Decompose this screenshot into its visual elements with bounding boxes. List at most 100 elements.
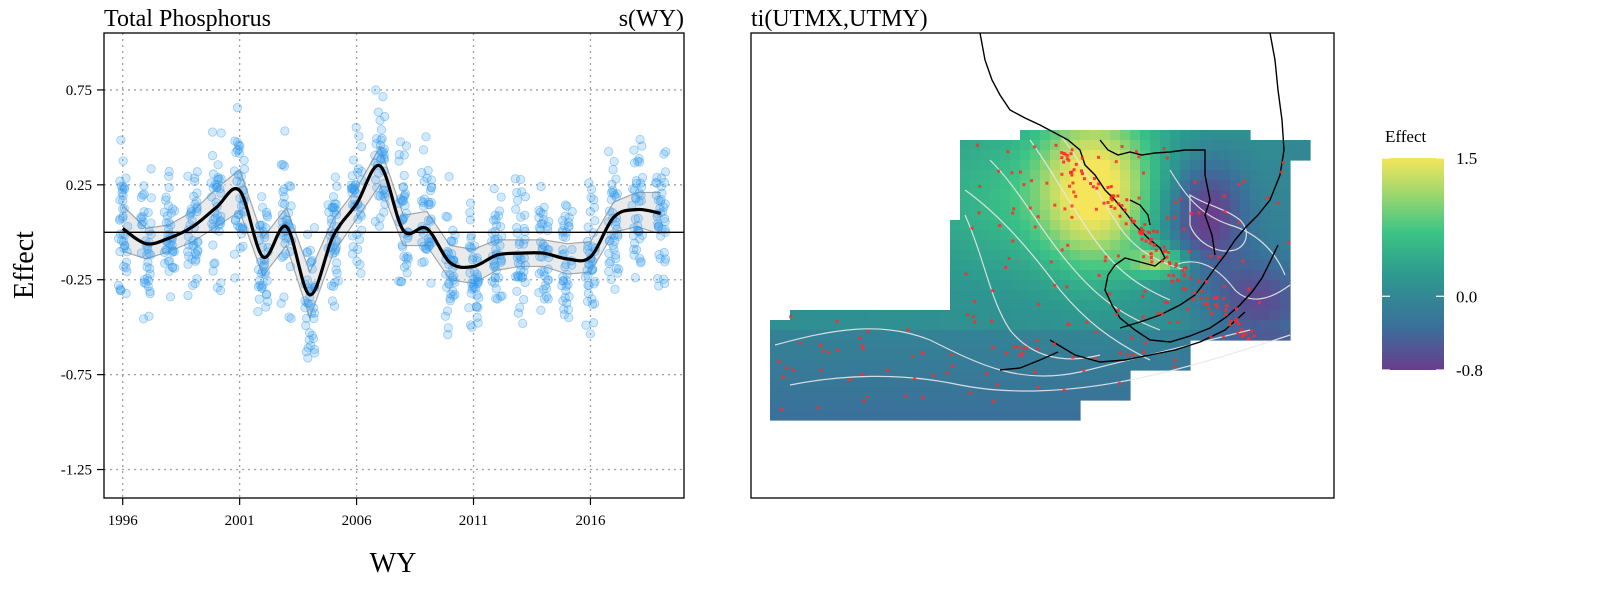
- heatmap-cell: [1180, 300, 1191, 311]
- heatmap-cell: [890, 360, 901, 371]
- residual-point: [348, 183, 358, 193]
- heatmap-cell: [1130, 270, 1141, 281]
- residual-point: [239, 164, 250, 174]
- residual-point: [329, 301, 340, 311]
- residual-point: [589, 299, 600, 309]
- heatmap-cell: [1230, 270, 1241, 281]
- heatmap-cell: [1030, 320, 1041, 331]
- heatmap-cell: [1110, 170, 1121, 181]
- legend-label: 1.5: [1456, 149, 1477, 168]
- residual-point: [354, 164, 364, 174]
- heatmap-cell: [1170, 330, 1181, 341]
- residual-point: [589, 195, 599, 205]
- residual-point: [561, 281, 571, 291]
- heatmap-cell: [1240, 280, 1251, 291]
- coastline: [979, 33, 1285, 371]
- residual-point: [262, 210, 272, 220]
- station-point: [1229, 319, 1233, 323]
- residual-point: [167, 245, 177, 255]
- residual-point: [539, 202, 549, 212]
- heatmap-cell: [1180, 200, 1191, 211]
- residual-point: [375, 191, 385, 201]
- heatmap-cell: [960, 140, 971, 151]
- residual-point: [445, 270, 455, 280]
- residual-point: [539, 215, 549, 225]
- heatmap-cell: [1190, 300, 1201, 311]
- residual-point: [283, 208, 294, 218]
- station-point: [1063, 207, 1067, 211]
- heatmap-cell: [910, 390, 921, 401]
- residual-point: [183, 290, 193, 301]
- heatmap-cell: [820, 340, 831, 351]
- heatmap-cell: [820, 400, 831, 411]
- heatmap-cell: [800, 390, 811, 401]
- residual-point: [587, 299, 598, 309]
- heatmap-cell: [1230, 300, 1241, 311]
- residual-point: [327, 218, 337, 228]
- heatmap-cell: [1170, 310, 1181, 321]
- y-tick-label: -0.75: [61, 368, 92, 384]
- residual-point: [278, 160, 288, 170]
- residual-point: [611, 192, 621, 202]
- station-point: [1053, 283, 1057, 287]
- station-point: [1089, 181, 1093, 185]
- heatmap-cell: [1040, 280, 1051, 291]
- heatmap-cell: [950, 340, 961, 351]
- heatmap-cell: [1090, 260, 1101, 271]
- residual-point: [426, 198, 436, 208]
- heatmap-cell: [1120, 380, 1131, 391]
- station-point: [991, 400, 995, 404]
- heatmap-cell: [1060, 240, 1071, 251]
- heatmap-cell: [1040, 270, 1051, 281]
- heatmap-cell: [1140, 310, 1151, 321]
- heatmap-cell: [1160, 320, 1171, 331]
- station-point: [977, 211, 981, 215]
- residual-point: [191, 196, 202, 206]
- heatmap-cell: [780, 350, 791, 361]
- heatmap-cell: [840, 350, 851, 361]
- heatmap-cell: [1150, 170, 1161, 181]
- residual-point: [164, 224, 174, 234]
- residual-point: [629, 250, 639, 260]
- heatmap-cell: [1180, 330, 1191, 341]
- residual-point: [331, 245, 341, 256]
- heatmap-cell: [1000, 150, 1011, 161]
- residual-point: [279, 184, 289, 194]
- residual-point: [604, 266, 614, 277]
- heatmap-cell: [1270, 200, 1281, 211]
- heatmap-cell: [1140, 320, 1151, 331]
- residual-point: [216, 128, 226, 138]
- residual-point: [580, 272, 590, 282]
- heatmap-cell: [1020, 410, 1031, 421]
- station-point: [1016, 345, 1020, 349]
- heatmap-cell: [1120, 200, 1131, 211]
- residual-point: [561, 286, 571, 296]
- heatmap-cell: [1030, 160, 1041, 171]
- heatmap-cell: [980, 370, 991, 381]
- station-point: [1019, 353, 1023, 357]
- station-point: [1124, 222, 1128, 226]
- residual-point: [630, 238, 640, 248]
- station-point: [1071, 181, 1075, 185]
- heatmap-cell: [1150, 330, 1161, 341]
- station-point: [1139, 226, 1143, 230]
- heatmap-cell: [870, 400, 881, 411]
- contour-lines: [774, 134, 1291, 392]
- residual-point: [559, 220, 569, 230]
- station-point: [1033, 145, 1037, 149]
- heatmap-cell: [1000, 270, 1011, 281]
- residual-point: [284, 181, 294, 191]
- heatmap-cell: [1260, 260, 1271, 271]
- heatmap-cell: [990, 270, 1001, 281]
- smooth-wy-panel: 1996 2001 2006 2011 20160.750.25-0.25-0.75-1…: [9, 6, 685, 579]
- heatmap-cell: [1230, 260, 1241, 271]
- heatmap-cell: [1100, 180, 1111, 191]
- heatmap-cell: [970, 300, 981, 311]
- residual-point: [212, 180, 222, 190]
- heatmap-cell: [1090, 270, 1101, 281]
- residual-point: [214, 220, 224, 230]
- residual-point: [417, 258, 427, 268]
- heatmap-cell: [980, 350, 991, 361]
- residual-point: [115, 284, 125, 294]
- residual-point: [305, 245, 316, 255]
